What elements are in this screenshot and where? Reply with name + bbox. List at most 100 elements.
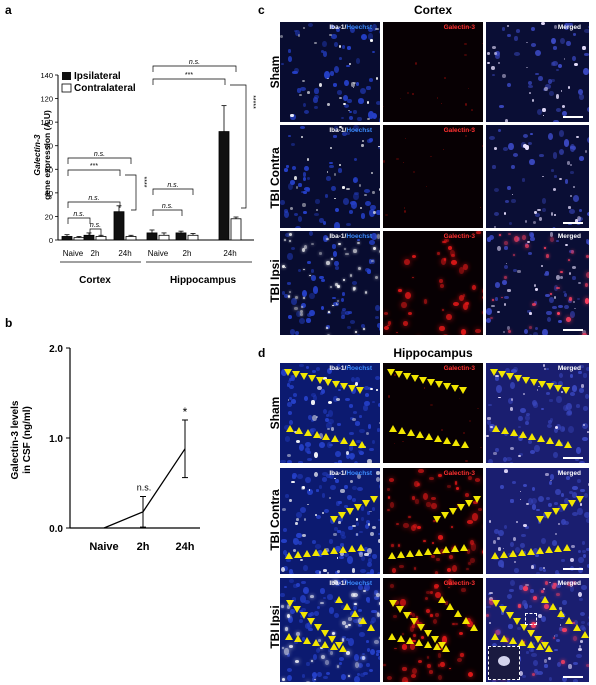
cell-mark (521, 533, 526, 537)
cell-mark (310, 418, 314, 422)
cell-mark (559, 271, 563, 274)
bar-chart-ylabel-unit: gene expression (A.U) (42, 110, 52, 200)
cell-mark (492, 46, 496, 50)
cell-mark (572, 266, 577, 270)
cell-mark (582, 627, 587, 632)
arrowhead-marker (510, 429, 518, 436)
cell-mark (553, 119, 559, 122)
cell-mark (524, 414, 530, 421)
cell-mark (586, 621, 589, 626)
cell-mark (396, 523, 400, 526)
cell-mark (563, 292, 567, 297)
cell-mark (475, 328, 481, 334)
cell-mark (305, 477, 312, 484)
cell-mark (362, 589, 367, 593)
arrowhead-marker (303, 550, 311, 557)
cell-mark (349, 27, 355, 34)
cell-mark (573, 186, 576, 189)
cell-mark (364, 584, 371, 592)
arrowhead-marker (549, 603, 557, 610)
cell-mark (376, 572, 380, 574)
cell-mark (379, 509, 380, 515)
hippo-channel-label-galectin3: Galectin-3 (443, 365, 475, 372)
cell-mark (571, 621, 575, 625)
cell-mark (440, 428, 443, 431)
cell-mark (518, 604, 521, 608)
cell-mark (505, 263, 508, 265)
cell-mark (460, 328, 466, 335)
cell-mark (329, 25, 335, 29)
bar-contralateral (230, 218, 242, 241)
cell-mark (331, 257, 334, 260)
cell-mark (545, 367, 550, 370)
cell-mark (393, 442, 395, 444)
cell-mark (352, 524, 356, 528)
arrowhead-marker (501, 427, 509, 434)
cell-mark (329, 146, 332, 150)
panel-letter-d: d (258, 346, 266, 360)
cell-mark (552, 306, 557, 310)
cell-mark (350, 592, 355, 597)
cell-mark (507, 680, 511, 682)
cell-mark (299, 318, 305, 324)
cell-mark (291, 298, 297, 305)
cell-mark (402, 666, 407, 672)
cell-mark (444, 601, 449, 605)
cell-mark (565, 476, 571, 480)
cell-mark (562, 290, 566, 294)
bar-chart-category-label: 24h (223, 249, 236, 258)
cell-mark (340, 488, 345, 494)
cell-mark (287, 252, 293, 260)
cell-mark (313, 654, 318, 660)
cell-mark (403, 320, 409, 326)
line-chart-ytick-label: 0.0 (49, 524, 63, 535)
cell-mark (296, 310, 301, 317)
cell-mark (462, 431, 465, 435)
cell-mark (352, 86, 355, 89)
cell-mark (503, 146, 509, 151)
cell-mark (282, 647, 284, 650)
arrowhead-marker (545, 546, 553, 553)
cell-mark (537, 613, 542, 619)
cell-mark (330, 427, 335, 431)
cell-mark (343, 248, 346, 251)
sig-cortex-naive-24h-contra (67, 157, 132, 164)
arrowhead-marker (490, 369, 498, 376)
cell-mark (580, 488, 585, 493)
cell-mark (503, 457, 508, 463)
cell-mark (314, 611, 320, 616)
cell-mark (367, 557, 373, 564)
cell-mark (548, 133, 554, 140)
arrowhead-marker (514, 375, 522, 382)
cell-mark (367, 33, 374, 40)
arrowhead-marker (286, 425, 294, 432)
cell-mark (364, 386, 369, 390)
cell-mark (404, 138, 407, 140)
arrowhead-marker (294, 551, 302, 558)
cell-mark (440, 662, 445, 668)
cell-mark (280, 63, 284, 66)
sig-cortex-naive-2h (67, 217, 91, 224)
cell-mark (446, 313, 452, 321)
cell-mark (307, 622, 313, 629)
cell-mark (399, 564, 404, 569)
cell-mark (411, 624, 415, 628)
cell-mark (383, 105, 385, 107)
cell-mark (549, 91, 554, 97)
cell-mark (586, 547, 589, 552)
hippo-channel-label-galectin3-r2: Galectin-3 (443, 580, 475, 587)
cell-mark (468, 476, 472, 480)
cell-mark (346, 187, 350, 191)
cell-mark (367, 600, 371, 604)
cell-mark (305, 188, 311, 193)
cell-mark (430, 590, 434, 595)
cell-mark (299, 595, 306, 603)
cell-mark (426, 501, 431, 507)
sig-cortex-24h-pair (125, 174, 137, 211)
cell-mark (403, 209, 407, 214)
cell-mark (353, 192, 359, 200)
cell-mark (365, 639, 370, 643)
cell-mark (531, 672, 535, 676)
bar-contralateral (158, 234, 170, 241)
panel-letter-a: a (5, 3, 12, 17)
